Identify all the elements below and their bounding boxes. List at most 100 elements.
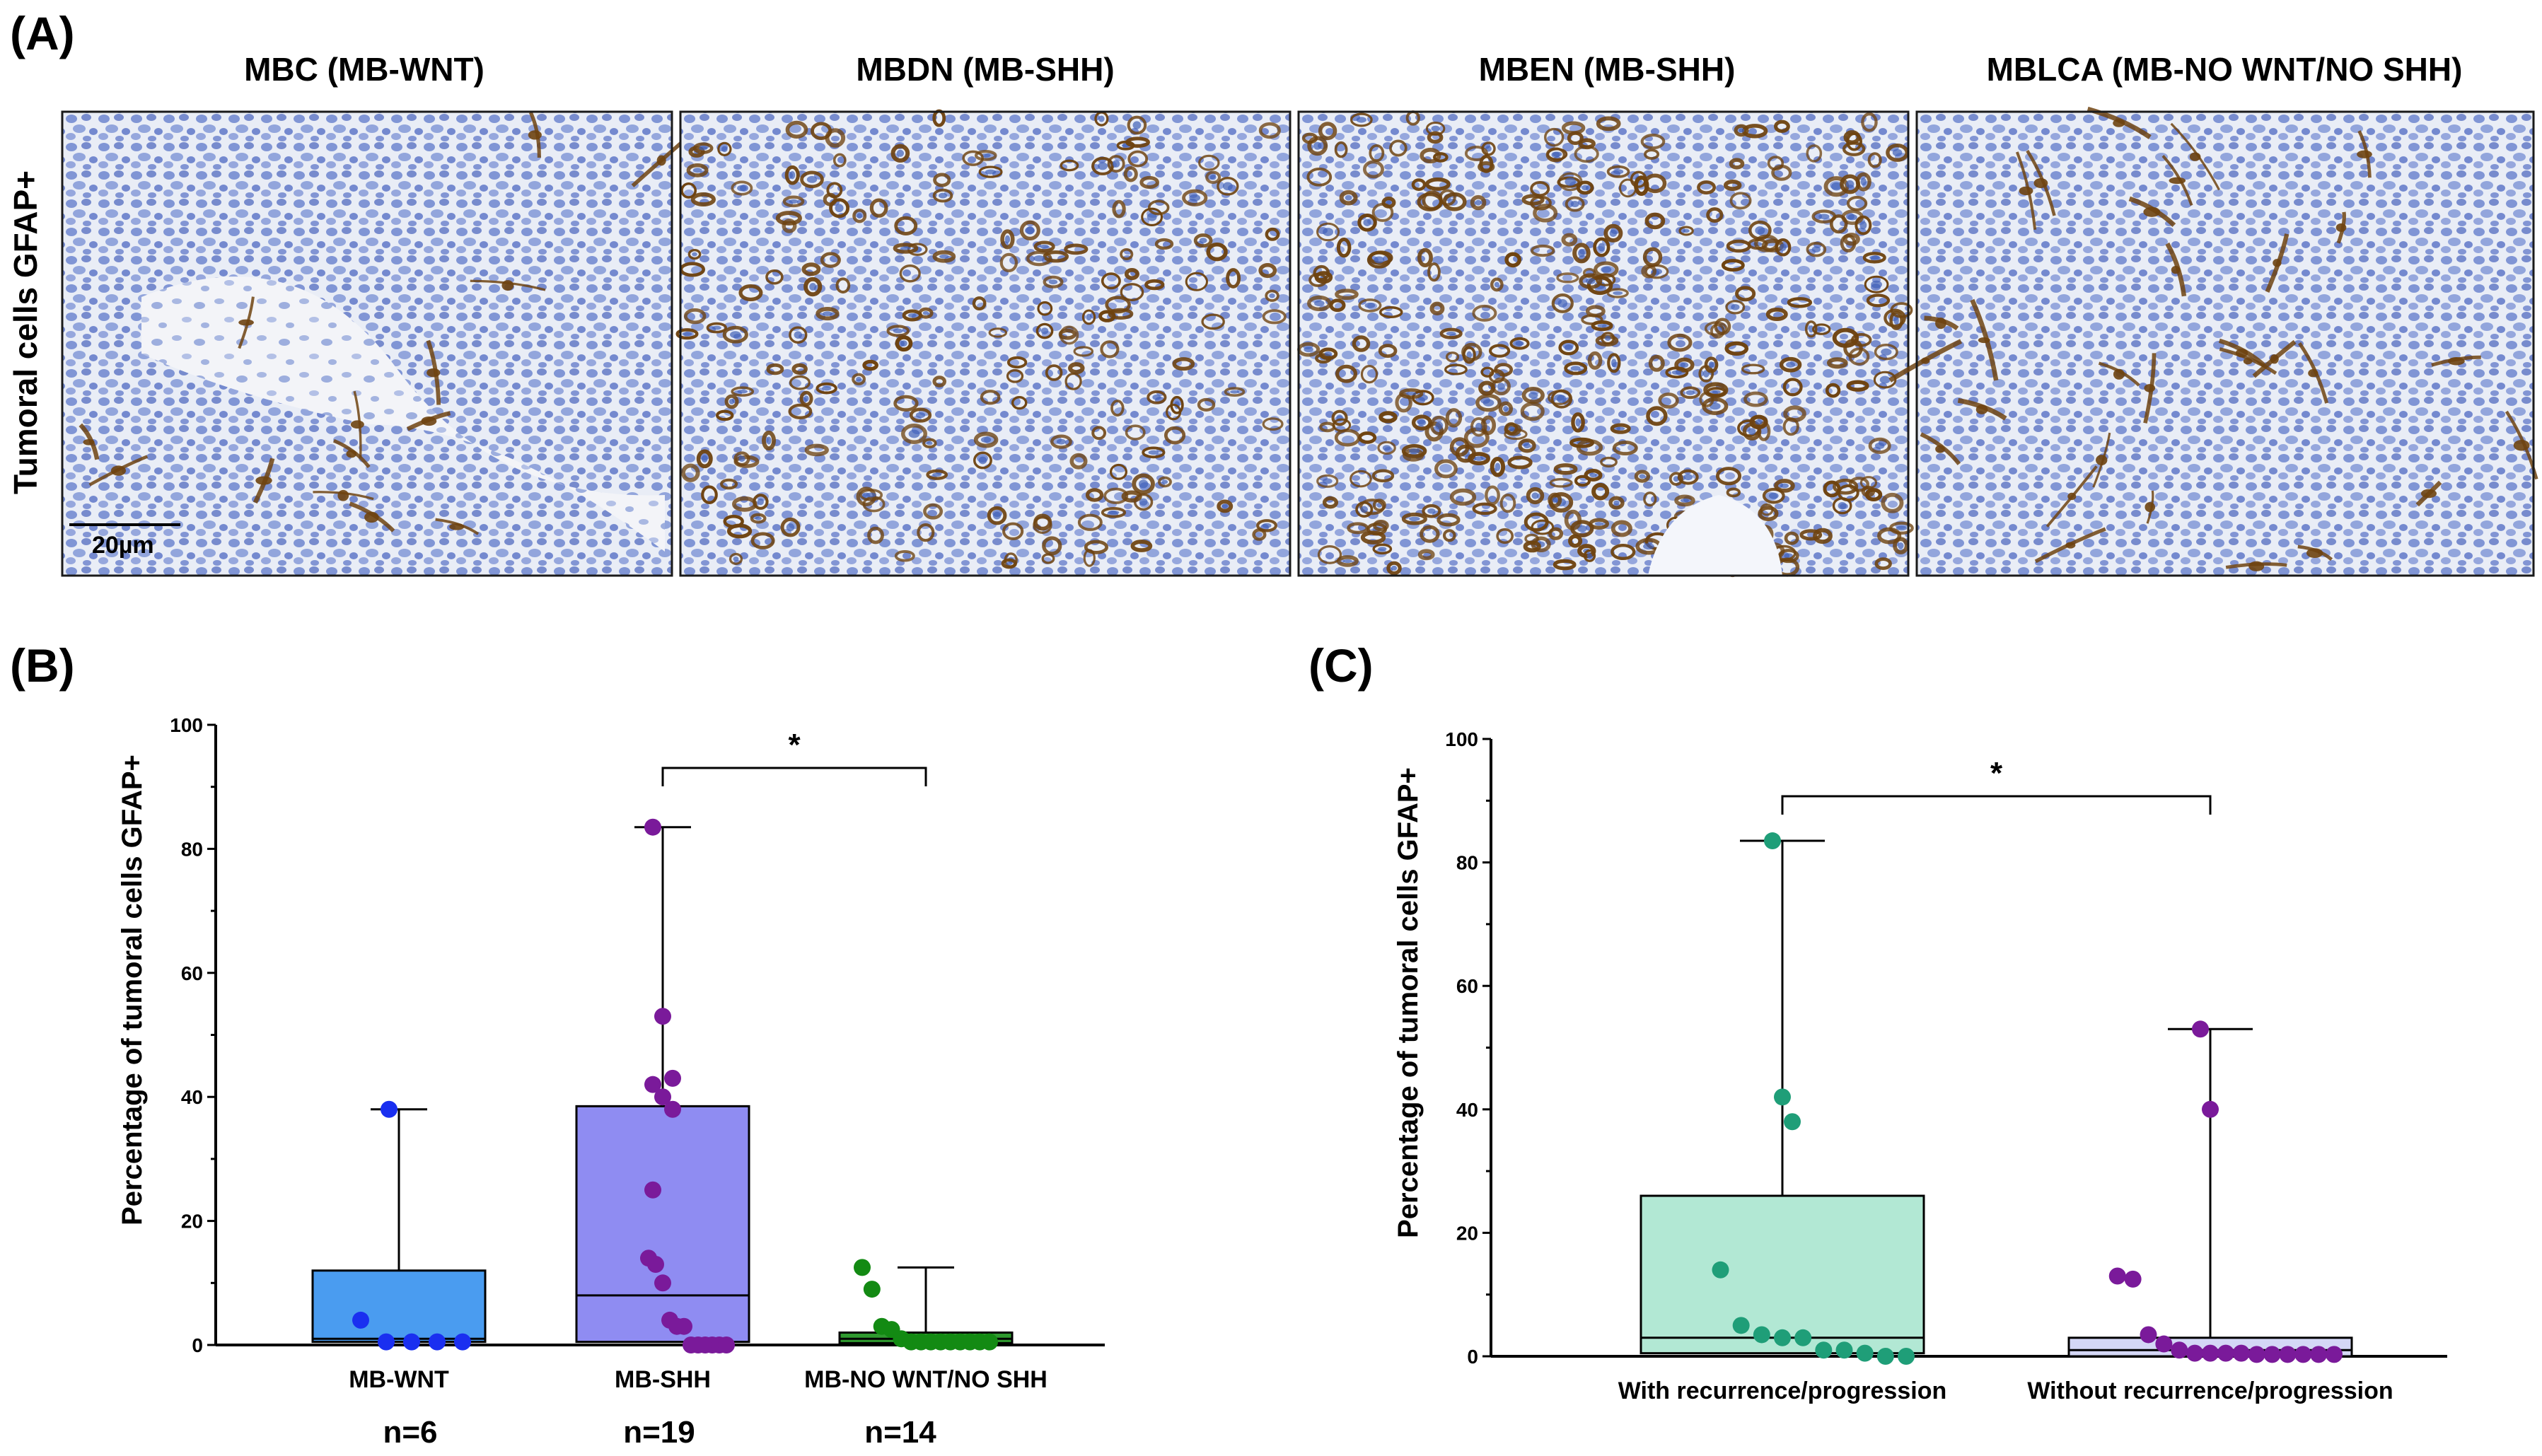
nucleus-mark [1683, 228, 1690, 233]
dab-stain-mark [1130, 540, 1153, 552]
dab-stain-mark [2335, 223, 2347, 232]
nucleus-mark [866, 492, 876, 498]
dab-stain-mark [893, 243, 919, 254]
data-point [1876, 1348, 1894, 1365]
dab-stain-mark [789, 326, 808, 344]
dab-stain-mark [1582, 267, 1596, 278]
dab-stain-mark [681, 463, 700, 482]
dab-stain-mark [1585, 305, 1606, 318]
nucleus-mark [1262, 523, 1272, 528]
dab-stain-mark [1726, 487, 1741, 498]
dab-stain-mark [1142, 446, 1166, 459]
dab-stain-mark [862, 359, 878, 371]
nucleus-mark [1586, 553, 1592, 559]
dab-stain-mark [1851, 332, 1872, 347]
nucleus-mark [1570, 366, 1581, 371]
nucleus-mark [1503, 406, 1509, 412]
dab-stain-mark [869, 198, 888, 218]
dab-stain-mark [1358, 298, 1382, 313]
dab-stain-mark [2243, 358, 2253, 365]
dab-stain-mark [1568, 534, 1583, 548]
dab-stain-mark [1743, 391, 1768, 407]
nucleus-mark [907, 313, 917, 318]
dab-stain-mark [1571, 412, 1585, 433]
nucleus-mark [1189, 194, 1201, 202]
nucleus-mark [1818, 214, 1830, 220]
y-tick-label: 40 [181, 1086, 203, 1108]
dab-stain-mark [816, 382, 837, 395]
dab-stain-mark [686, 163, 709, 177]
nucleus-mark [1086, 313, 1092, 321]
nucleus-mark [1409, 516, 1420, 521]
x-category-label: MB-NO WNT/NO SHH [804, 1366, 1047, 1393]
nucleus-mark [1132, 121, 1142, 129]
nucleus-mark [1446, 331, 1456, 336]
nucleus-mark [803, 395, 809, 402]
data-point [644, 1181, 661, 1199]
dab-stain-mark [1389, 139, 1408, 157]
dab-stain-mark [337, 489, 349, 501]
dab-stain-mark [1043, 275, 1064, 289]
dab-stain-mark [1593, 237, 1610, 257]
nucleus-mark [1435, 421, 1444, 430]
nucleus-mark [1531, 492, 1539, 499]
dab-stain-mark [1893, 537, 1909, 554]
nucleus-mark [1221, 503, 1229, 509]
dab-stain-mark [933, 173, 951, 187]
dab-stain-mark [1306, 168, 1333, 187]
dab-stain-mark [1378, 344, 1398, 358]
y-tick-label: 0 [192, 1334, 203, 1356]
row-label-tumoral-cells: Tumoral cells GFAP+ [7, 170, 44, 494]
nucleus-mark [1322, 478, 1333, 484]
nucleus-mark [1601, 266, 1612, 273]
nucleus-mark [1845, 180, 1855, 189]
nucleus-mark [1582, 185, 1589, 191]
dab-stain-mark [1084, 540, 1108, 554]
dab-stain-mark [1855, 215, 1872, 235]
dab-stain-mark [973, 451, 992, 470]
nucleus-mark [1712, 390, 1721, 394]
nucleus-mark [1161, 479, 1168, 484]
dab-stain-mark [1355, 501, 1374, 518]
dab-stain-mark [820, 252, 841, 268]
nucleus-mark [985, 169, 997, 175]
dab-stain-mark [2171, 266, 2181, 274]
dab-stain-mark [893, 395, 919, 412]
dab-stain-mark [1262, 417, 1284, 431]
nucleus-mark [1508, 426, 1514, 431]
dab-stain-mark [900, 424, 927, 444]
dab-stain-mark [1335, 364, 1358, 383]
nucleus-mark [1304, 346, 1313, 353]
nucleus-mark [1364, 302, 1376, 308]
nucleus-mark [857, 213, 863, 219]
nucleus-mark [1494, 281, 1499, 288]
nucleus-mark [701, 455, 708, 463]
dab-stain-mark [1226, 268, 1241, 289]
dab-stain-mark [987, 506, 1007, 525]
dab-stain-mark [1741, 363, 1765, 375]
dab-stain-mark [1372, 543, 1393, 555]
data-point [1774, 1088, 1791, 1106]
dab-stain-mark [1002, 522, 1024, 540]
dab-stain-mark [890, 144, 910, 163]
nucleus-mark [1475, 199, 1482, 206]
dab-stain-mark [717, 141, 732, 156]
dab-stain-mark [2113, 119, 2125, 127]
dab-stain-mark [1826, 357, 1848, 369]
dab-stain-mark [675, 328, 699, 340]
dab-stain-mark [1553, 463, 1578, 475]
dab-stain-mark [1445, 351, 1460, 363]
dab-stain-mark [1868, 437, 1891, 455]
dab-stain-mark [909, 407, 932, 423]
dab-stain-mark [1658, 392, 1679, 409]
dab-stain-mark [364, 511, 379, 523]
nucleus-mark [1108, 510, 1120, 515]
dab-stain-mark [1644, 212, 1666, 230]
dab-stain-mark [894, 550, 915, 562]
dab-stain-mark [1362, 160, 1384, 179]
dab-stain-mark [1109, 463, 1127, 480]
dab-stain-mark [1318, 347, 1338, 361]
nucleus-mark [1363, 219, 1371, 226]
nucleus-mark [978, 456, 987, 465]
box-mb-shh [575, 818, 750, 1353]
